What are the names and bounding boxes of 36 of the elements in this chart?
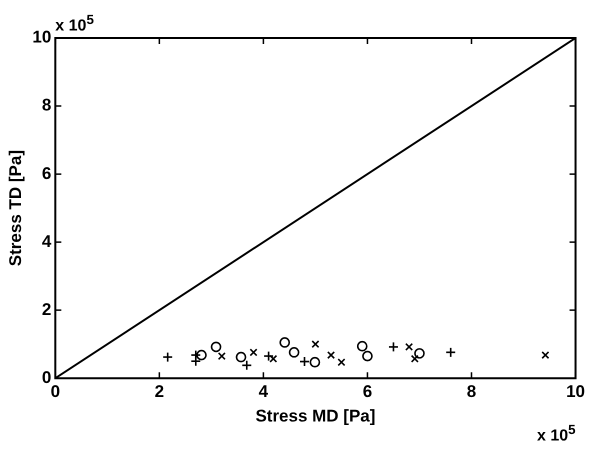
x-tick-label: 2 — [154, 382, 164, 402]
point — [405, 342, 414, 351]
point — [288, 347, 300, 358]
point — [162, 352, 173, 362]
x-tick-label: 6 — [362, 382, 372, 402]
point — [241, 360, 252, 371]
y-axis-title: Stress TD [Pa] — [6, 150, 25, 266]
y-tick-label: 0 — [42, 368, 52, 387]
y-tick-label: 2 — [42, 300, 52, 319]
point — [337, 358, 346, 366]
text: x 10$^{5}$ — [55, 12, 94, 36]
point — [236, 352, 246, 362]
point — [541, 351, 550, 360]
point — [410, 354, 419, 363]
y-tick-label: 10 — [32, 28, 52, 47]
x-axis-title: Stress MD [Pa] — [255, 406, 376, 426]
point — [445, 347, 456, 358]
point — [310, 356, 320, 368]
text: x 10$^{5}$ — [536, 422, 576, 446]
x-tick-label: 8 — [466, 382, 476, 402]
point — [362, 350, 373, 362]
point — [250, 348, 258, 356]
point — [356, 340, 368, 352]
y-tick-label: 6 — [42, 164, 52, 183]
point — [279, 337, 290, 348]
point — [388, 342, 399, 352]
y-tick-label: 4 — [42, 232, 52, 251]
point — [327, 351, 336, 360]
x-tick-label: 10 — [566, 382, 586, 402]
y-tick-label: 8 — [42, 96, 52, 115]
point — [311, 340, 320, 348]
point — [210, 342, 222, 352]
point — [218, 352, 226, 360]
point — [414, 348, 425, 359]
point — [196, 350, 207, 360]
x-tick-label: 4 — [258, 382, 269, 402]
